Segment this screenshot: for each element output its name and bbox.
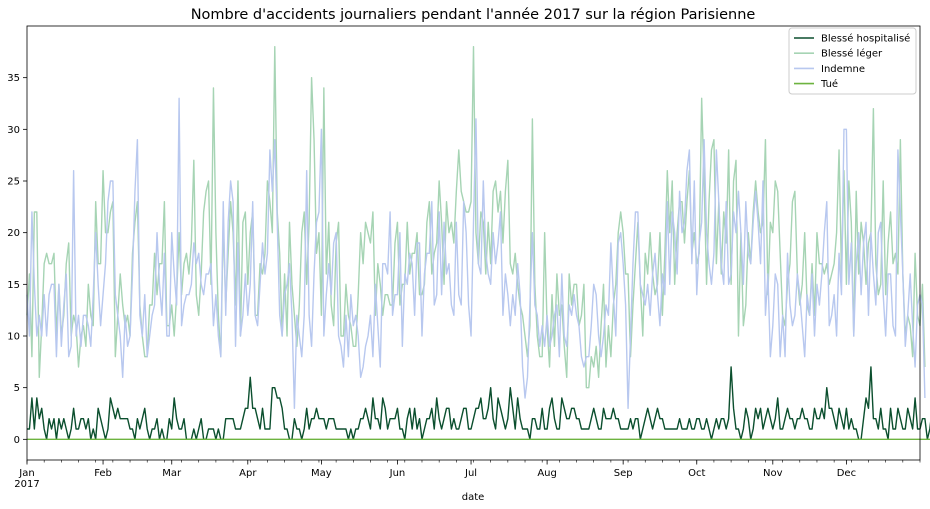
legend-entry-label: Tué <box>820 78 838 90</box>
series-line-2 <box>26 97 926 410</box>
y-tick-label: 0 <box>14 435 20 446</box>
x-tick-label: Aug <box>537 468 557 479</box>
y-axis: 0 5 10 15 20 25 30 35 <box>7 73 27 446</box>
x-tick-label: Nov <box>763 468 783 479</box>
x-tick-label: Jan <box>18 468 34 479</box>
legend-box <box>788 27 917 95</box>
x-tick-label: Oct <box>688 468 705 479</box>
plot-area <box>26 45 930 441</box>
legend-entry-label: Blessé hospitalisé <box>821 33 910 45</box>
x-tick-label: Apr <box>239 468 257 479</box>
x-axis-label: date <box>462 492 485 503</box>
y-tick-label: 5 <box>14 383 20 394</box>
x-tick-label: May <box>311 468 332 479</box>
y-tick-label: 35 <box>7 73 20 84</box>
y-tick-label: 20 <box>7 228 20 239</box>
x-tick-label: Feb <box>94 468 112 479</box>
x-tick-label: Dec <box>837 468 856 479</box>
x-tick-label: Jun <box>389 468 406 479</box>
y-tick-label: 30 <box>7 125 20 136</box>
series-line-0 <box>27 366 930 441</box>
x-tick-label: Mar <box>162 468 182 479</box>
legend-entry-label: Indemne <box>821 64 865 75</box>
plot-frame <box>26 25 921 461</box>
y-tick-label: 15 <box>7 280 20 291</box>
series-line-1 <box>26 45 926 389</box>
chart-title: Nombre d'accidents journaliers pendant l… <box>191 7 756 23</box>
x-tick-label: Sep <box>614 468 633 479</box>
x-tick-year-label: 2017 <box>14 479 39 490</box>
y-tick-label: 10 <box>7 332 20 343</box>
legend: Blessé hospitalisé Blessé léger Indemne Tué <box>788 27 917 95</box>
y-tick-label: 25 <box>7 177 20 188</box>
x-tick-label: Jul <box>464 468 477 479</box>
legend-entry-label: Blessé léger <box>821 48 883 60</box>
